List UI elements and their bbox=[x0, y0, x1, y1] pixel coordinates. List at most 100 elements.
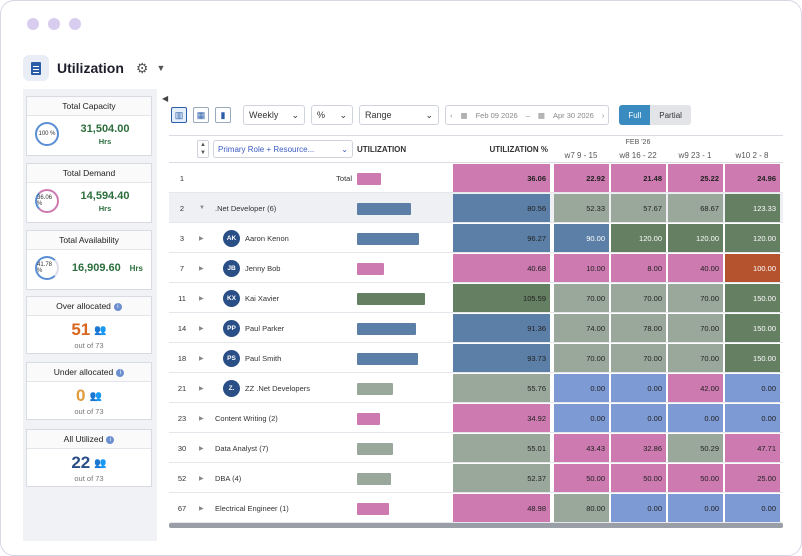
week-cell[interactable]: 24.96 bbox=[725, 164, 780, 192]
partial-button[interactable]: Partial bbox=[650, 105, 691, 125]
week-cell[interactable]: 43.43 bbox=[554, 434, 609, 462]
expand-icon[interactable]: ▶ bbox=[199, 295, 204, 302]
calendar-icon[interactable]: ▦ bbox=[537, 110, 545, 120]
expand-icon[interactable]: ▶ bbox=[199, 355, 204, 362]
week-cell[interactable]: 90.00 bbox=[554, 224, 609, 252]
table-row[interactable]: 11 ▶ KX Kai Xavier 105.59 70.00 70.00 70.00 150.… bbox=[169, 283, 783, 313]
week-cell[interactable]: 42.00 bbox=[668, 374, 723, 402]
week-cell[interactable]: 0.00 bbox=[725, 404, 780, 432]
expand-icon[interactable]: ▶ bbox=[199, 385, 204, 392]
week-cell[interactable]: 0.00 bbox=[611, 404, 666, 432]
range-select[interactable]: Range ⌄ bbox=[359, 105, 439, 125]
week-cell[interactable]: 120.00 bbox=[725, 224, 780, 252]
week-cell[interactable]: 8.00 bbox=[611, 254, 666, 282]
date-to[interactable]: Apr 30 2026 bbox=[552, 110, 594, 120]
week-cell[interactable]: 10.00 bbox=[554, 254, 609, 282]
table-row[interactable]: 18 ▶ PS Paul Smith 93.73 70.00 70.00 70.00 150.0… bbox=[169, 343, 783, 373]
week-cell[interactable]: 52.33 bbox=[554, 194, 609, 222]
week-cell[interactable]: 150.00 bbox=[725, 314, 780, 342]
chevron-down-icon[interactable]: ▼ bbox=[156, 63, 166, 73]
over-allocated-card[interactable]: Over allocated i 51 👥 out of 73 bbox=[26, 296, 152, 354]
next-arrow-icon[interactable]: › bbox=[601, 110, 605, 120]
week-cell[interactable]: 50.00 bbox=[668, 464, 723, 492]
horizontal-scrollbar[interactable] bbox=[169, 523, 783, 528]
window-close-dot[interactable] bbox=[27, 18, 39, 30]
week-cell[interactable]: 25.22 bbox=[668, 164, 723, 192]
week-cell[interactable]: 123.33 bbox=[725, 194, 780, 222]
unit-select[interactable]: % ⌄ bbox=[311, 105, 353, 125]
week-cell[interactable]: 70.00 bbox=[668, 344, 723, 372]
table-row[interactable]: 14 ▶ PP Paul Parker 91.36 74.00 78.00 70.00 150.… bbox=[169, 313, 783, 343]
table-row[interactable]: 2 ▼ .Net Developer (6) 80.56 52.33 57.67 68.67… bbox=[169, 193, 783, 223]
week-cell[interactable]: 70.00 bbox=[668, 314, 723, 342]
grid-view-icon[interactable]: ▦ bbox=[193, 107, 209, 123]
week-cell[interactable]: 0.00 bbox=[611, 374, 666, 402]
week-cell[interactable]: 70.00 bbox=[611, 344, 666, 372]
week-cell[interactable]: 0.00 bbox=[725, 494, 780, 522]
week-cell[interactable]: 50.00 bbox=[554, 464, 609, 492]
week-cell[interactable]: 70.00 bbox=[668, 284, 723, 312]
sort-icon[interactable]: ▲ ▼ bbox=[197, 140, 209, 158]
role-filter-select[interactable]: Primary Role + Resource... ⌄ bbox=[213, 140, 353, 158]
collapse-icon[interactable]: ▼ bbox=[199, 205, 205, 211]
table-row[interactable]: 30 ▶ Data Analyst (7) 55.01 43.43 32.86 50.29 4… bbox=[169, 433, 783, 463]
expand-icon[interactable]: ▶ bbox=[199, 415, 204, 422]
table-row[interactable]: 21 ▶ Z. ZZ .Net Developers 55.76 0.00 0.00 42.0… bbox=[169, 373, 783, 403]
week-cell[interactable]: 22.92 bbox=[554, 164, 609, 192]
date-from[interactable]: Feb 09 2026 bbox=[475, 110, 518, 120]
table-row[interactable]: 52 ▶ DBA (4) 52.37 50.00 50.00 50.00 25.00 bbox=[169, 463, 783, 493]
week-cell[interactable]: 70.00 bbox=[611, 284, 666, 312]
week-cell[interactable]: 25.00 bbox=[725, 464, 780, 492]
week-cell[interactable]: 0.00 bbox=[668, 404, 723, 432]
week-cell[interactable]: 0.00 bbox=[554, 404, 609, 432]
expand-icon[interactable]: ▶ bbox=[199, 325, 204, 332]
week-cell[interactable]: 40.00 bbox=[668, 254, 723, 282]
split-view-icon[interactable]: ▥ bbox=[171, 107, 187, 123]
expand-icon[interactable]: ▶ bbox=[199, 445, 204, 452]
week-cell[interactable]: 0.00 bbox=[725, 374, 780, 402]
all-utilized-card[interactable]: All Utilized i 22 👥 out of 73 bbox=[26, 429, 152, 487]
week-cell[interactable]: 21.48 bbox=[611, 164, 666, 192]
week-cell[interactable]: 70.00 bbox=[554, 344, 609, 372]
week-cell[interactable]: 150.00 bbox=[725, 344, 780, 372]
week-cell[interactable]: 0.00 bbox=[668, 494, 723, 522]
prev-arrow-icon[interactable]: ‹ bbox=[450, 110, 453, 120]
week-cell[interactable]: 120.00 bbox=[668, 224, 723, 252]
period-select[interactable]: Weekly ⌄ bbox=[243, 105, 305, 125]
week-cell[interactable]: 0.00 bbox=[554, 374, 609, 402]
expand-icon[interactable]: ▶ bbox=[199, 235, 204, 242]
table-row[interactable]: 67 ▶ Electrical Engineer (1) 48.98 80.00 0.00… bbox=[169, 493, 783, 523]
table-row[interactable]: 3 ▶ AK Aaron Kenon 96.27 90.00 120.00 120.00 120… bbox=[169, 223, 783, 253]
window-minimize-dot[interactable] bbox=[48, 18, 60, 30]
under-allocated-card[interactable]: Under allocated i 0 👥 out of 73 bbox=[26, 362, 152, 420]
week-cell[interactable]: 47.71 bbox=[725, 434, 780, 462]
full-button[interactable]: Full bbox=[619, 105, 651, 125]
week-cell[interactable]: 0.00 bbox=[611, 494, 666, 522]
week-cell[interactable]: 100.00 bbox=[725, 254, 780, 282]
week-cell[interactable]: 78.00 bbox=[611, 314, 666, 342]
window-maximize-dot[interactable] bbox=[69, 18, 81, 30]
week-cell[interactable]: 120.00 bbox=[611, 224, 666, 252]
week-cell[interactable]: 50.00 bbox=[611, 464, 666, 492]
week-cell[interactable]: 70.00 bbox=[554, 284, 609, 312]
gear-icon[interactable]: ⚙ bbox=[135, 59, 149, 76]
info-icon[interactable]: i bbox=[116, 368, 125, 377]
table-row[interactable]: 1 Total 36.06 22.92 21.48 25.22 24.96 bbox=[169, 163, 783, 193]
calendar-icon[interactable]: ▦ bbox=[460, 110, 468, 120]
expand-icon[interactable]: ▶ bbox=[199, 505, 204, 512]
expand-icon[interactable]: ▶ bbox=[199, 265, 204, 272]
collapse-panel-icon[interactable]: ◀ bbox=[162, 94, 169, 103]
info-icon[interactable]: i bbox=[106, 435, 115, 444]
week-cell[interactable]: 80.00 bbox=[554, 494, 609, 522]
chart-view-icon[interactable]: ▮ bbox=[215, 107, 231, 123]
expand-icon[interactable]: ▶ bbox=[199, 475, 204, 482]
info-icon[interactable]: i bbox=[113, 302, 122, 311]
week-cell[interactable]: 68.67 bbox=[668, 194, 723, 222]
table-row[interactable]: 7 ▶ JB Jenny Bob 40.68 10.00 8.00 40.00 100.00 bbox=[169, 253, 783, 283]
week-cell[interactable]: 74.00 bbox=[554, 314, 609, 342]
table-row[interactable]: 23 ▶ Content Writing (2) 34.92 0.00 0.00 0.00 0… bbox=[169, 403, 783, 433]
week-cell[interactable]: 50.29 bbox=[668, 434, 723, 462]
week-cell[interactable]: 32.86 bbox=[611, 434, 666, 462]
week-cell[interactable]: 150.00 bbox=[725, 284, 780, 312]
week-cell[interactable]: 57.67 bbox=[611, 194, 666, 222]
